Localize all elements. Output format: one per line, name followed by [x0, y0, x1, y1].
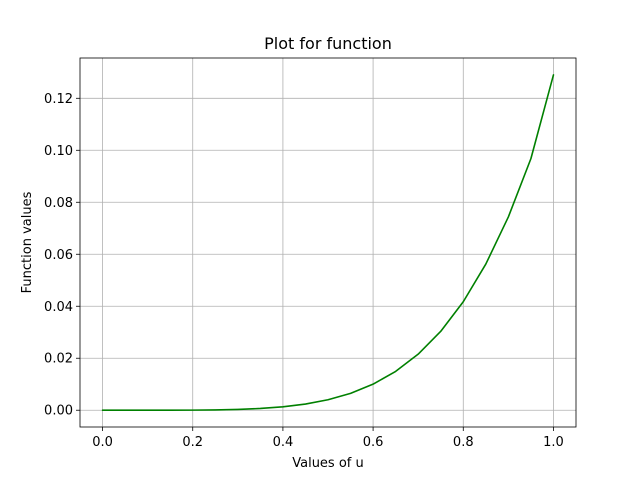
- axis-ticks: 0.0 0.2 0.4 0.6 0.8 1.0 0.00 0.02 0.04 0.06 0.08 0.…: [44, 92, 564, 450]
- y-tick-label: 0.10: [44, 144, 73, 159]
- x-tick-label: 0.8: [453, 435, 474, 450]
- x-tick-label: 1.0: [543, 435, 564, 450]
- plot-frame: [79, 57, 577, 428]
- series-layer: [101, 74, 555, 412]
- y-tick-label: 0.12: [44, 92, 73, 107]
- y-tick-label: 0.08: [44, 196, 73, 211]
- chart-title: Plot for function: [264, 34, 392, 53]
- x-tick-label: 0.4: [273, 435, 294, 450]
- x-tick-label: 0.0: [92, 435, 113, 450]
- y-tick-label: 0.04: [44, 300, 73, 315]
- grid: [80, 58, 576, 427]
- y-axis-label: Function values: [20, 191, 35, 293]
- y-tick-label: 0.00: [44, 404, 73, 419]
- y-tick-label: 0.06: [44, 248, 73, 263]
- x-tick-label: 0.6: [363, 435, 384, 450]
- x-tick-label: 0.2: [182, 435, 203, 450]
- x-axis-label: Values of u: [292, 456, 364, 471]
- function-line: [101, 74, 555, 412]
- y-tick-label: 0.02: [44, 352, 73, 367]
